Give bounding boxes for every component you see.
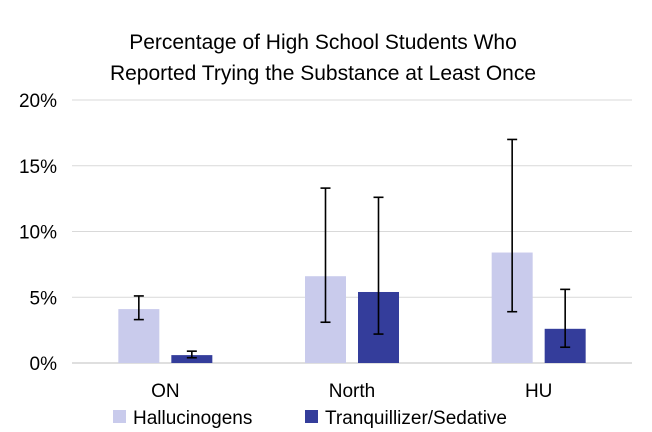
error-bar [560,288,571,349]
legend-label: Hallucinogens [133,408,252,429]
legend-swatch [113,410,126,423]
legend-swatch [305,410,318,423]
error-bar [507,138,518,313]
error-bar [373,196,384,335]
x-axis-category-labels: ON North HU [151,381,552,402]
chart-title-line-1: Percentage of High School Students Who [129,31,517,54]
x-category-label: HU [525,381,552,402]
bars [118,252,586,363]
error-bar [133,295,144,321]
error-bars [133,138,571,359]
chart-title: Percentage of High School Students Who R… [110,31,536,85]
error-bar [320,187,331,324]
y-tick-label: 0% [30,354,58,375]
legend-label: Tranquillizer/Sedative [325,408,507,429]
gridlines [72,99,632,364]
x-category-label: ON [151,381,180,402]
y-tick-label: 5% [30,288,58,309]
y-tick-label: 10% [19,223,57,244]
y-tick-label: 20% [19,91,57,112]
legend-item: Tranquillizer/Sedative [305,408,507,429]
chart-title-line-2: Reported Trying the Substance at Least O… [110,62,536,85]
y-tick-label: 15% [19,157,57,178]
bar-tranquillizer-sedative-on [171,355,213,363]
error-bar [186,350,197,359]
y-axis-tick-labels: 0% 5% 10% 15% 20% [19,91,57,375]
legend: Hallucinogens Tranquillizer/Sedative [113,408,507,429]
legend-item: Hallucinogens [113,408,252,429]
x-category-label: North [329,381,375,402]
